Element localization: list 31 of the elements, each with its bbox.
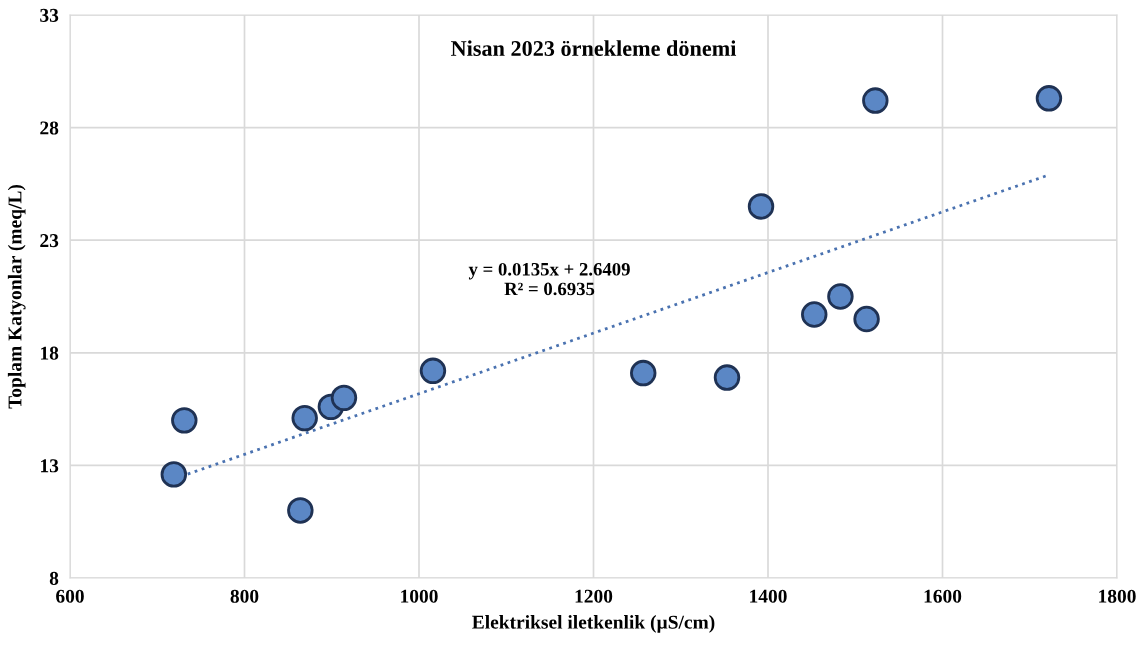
y-tick-label: 28: [40, 121, 59, 135]
y-tick-label: 23: [40, 234, 59, 248]
point: [853, 305, 880, 333]
point: [419, 357, 447, 385]
point: [330, 384, 358, 412]
x-tick-label: 600: [56, 589, 84, 603]
x-axis-title: Elektriksel iletkenlik (µS/cm): [472, 615, 715, 633]
point: [630, 359, 657, 387]
point: [713, 364, 741, 391]
y-tick-label: 8: [49, 571, 59, 585]
point: [291, 404, 318, 432]
x-tick-label: 800: [230, 589, 259, 603]
annotation: y = 0.0135x + 2.6409 R² = 0.6935: [468, 262, 630, 296]
text: Nisan 2023 örnekleme dönemi: [451, 40, 737, 56]
y-tick-label: 18: [41, 346, 59, 360]
x-tick-label: 1400: [750, 589, 787, 603]
x-tick-label: 1000: [401, 589, 438, 603]
point: [747, 193, 775, 220]
x-tick-label: 1600: [924, 589, 962, 603]
y-tick-label: 33: [40, 8, 59, 22]
x-tick-label: 1200: [575, 589, 613, 603]
point: [287, 497, 314, 524]
x-tick-label: 1800: [1099, 589, 1136, 603]
y-axis-title: Toplam Katyonlar (meq/L): [7, 184, 26, 409]
point: [827, 283, 854, 310]
point: [862, 87, 889, 114]
point: [801, 301, 828, 328]
point: [160, 461, 188, 488]
point: [171, 407, 198, 434]
point: [1035, 85, 1063, 112]
y-tick-label: 13: [41, 459, 59, 473]
